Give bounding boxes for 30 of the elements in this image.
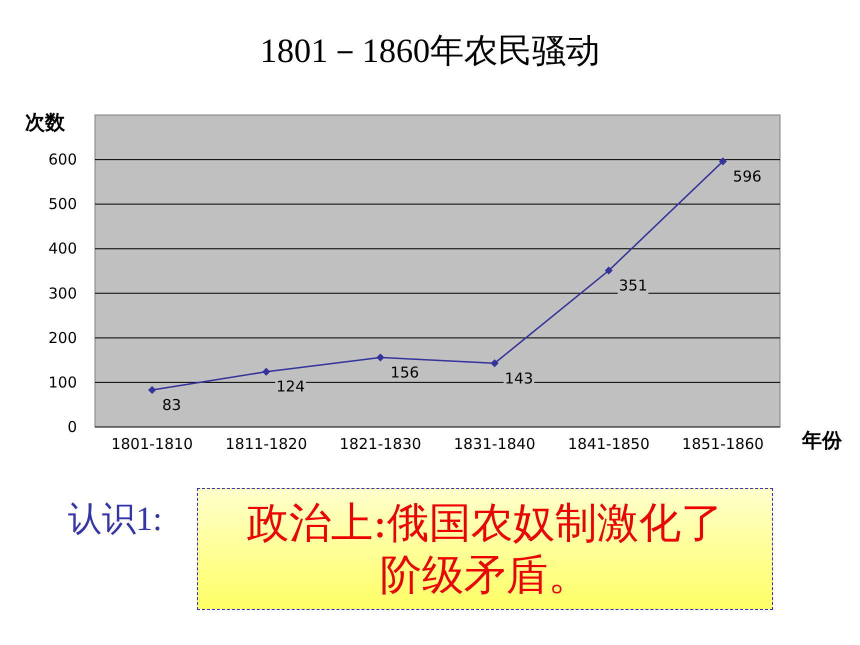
- y-tick-label: 0: [67, 418, 77, 436]
- data-label: 143: [504, 369, 534, 388]
- data-label: 124: [276, 378, 305, 396]
- x-tick-label: 1851-1860: [682, 435, 764, 453]
- x-tick-label: 1821-1830: [340, 435, 422, 453]
- x-tick-label: 1801-1810: [111, 435, 193, 453]
- y-tick-label: 100: [48, 373, 77, 392]
- point: [376, 353, 384, 362]
- x-tick-label: 1831-1840: [454, 435, 536, 453]
- y-tick-label: 400: [48, 240, 77, 258]
- text: 政治上:俄国农奴制激化了阶级矛盾。: [246, 497, 724, 601]
- y-tick-label: 200: [48, 328, 77, 347]
- y-tick-label: 600: [48, 150, 77, 169]
- x-tick-label: 1841-1850: [568, 435, 650, 453]
- data-label: 156: [390, 363, 420, 382]
- y-tick-label: 300: [48, 284, 77, 302]
- chart-title: 1801－1860年农民骚动: [260, 33, 600, 70]
- data-label: 351: [618, 276, 648, 295]
- data-label: 596: [732, 167, 762, 186]
- point: [262, 368, 270, 376]
- point: [490, 359, 499, 368]
- point: [148, 386, 156, 394]
- point: [604, 266, 613, 275]
- point: [718, 157, 727, 166]
- y-axis-title: 次数: [25, 110, 66, 134]
- text: 认识1:: [68, 501, 162, 538]
- y-tick-label: 500: [48, 195, 77, 214]
- x-axis-title: 年份: [801, 428, 843, 452]
- data-label: 83: [162, 396, 182, 414]
- x-tick-label: 1811-1820: [225, 435, 308, 453]
